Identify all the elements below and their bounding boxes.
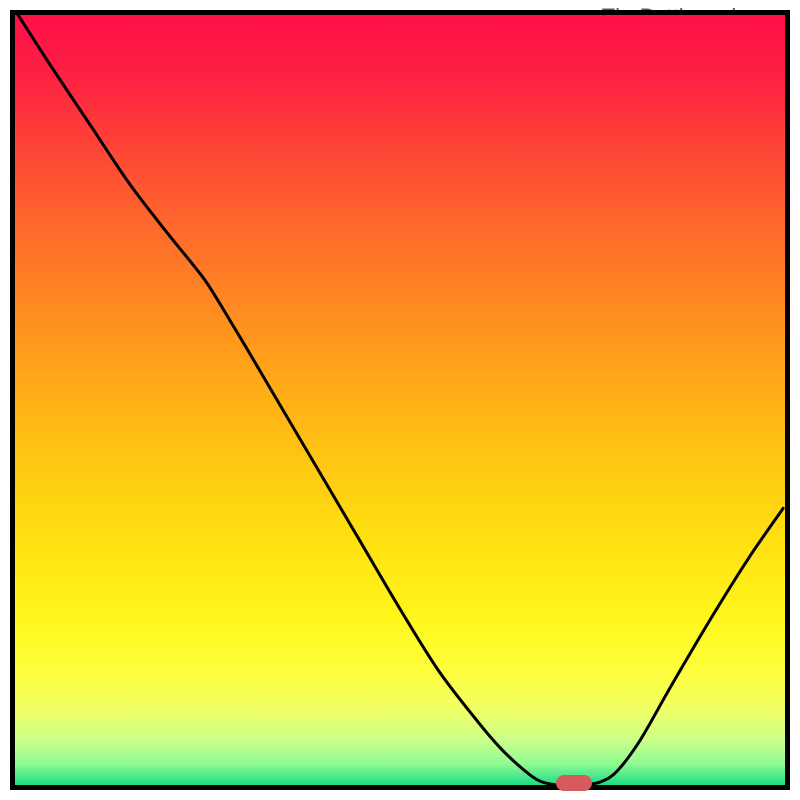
chart-curve	[10, 10, 790, 790]
bottleneck-chart	[10, 10, 790, 790]
optimal-point-marker	[556, 775, 592, 791]
